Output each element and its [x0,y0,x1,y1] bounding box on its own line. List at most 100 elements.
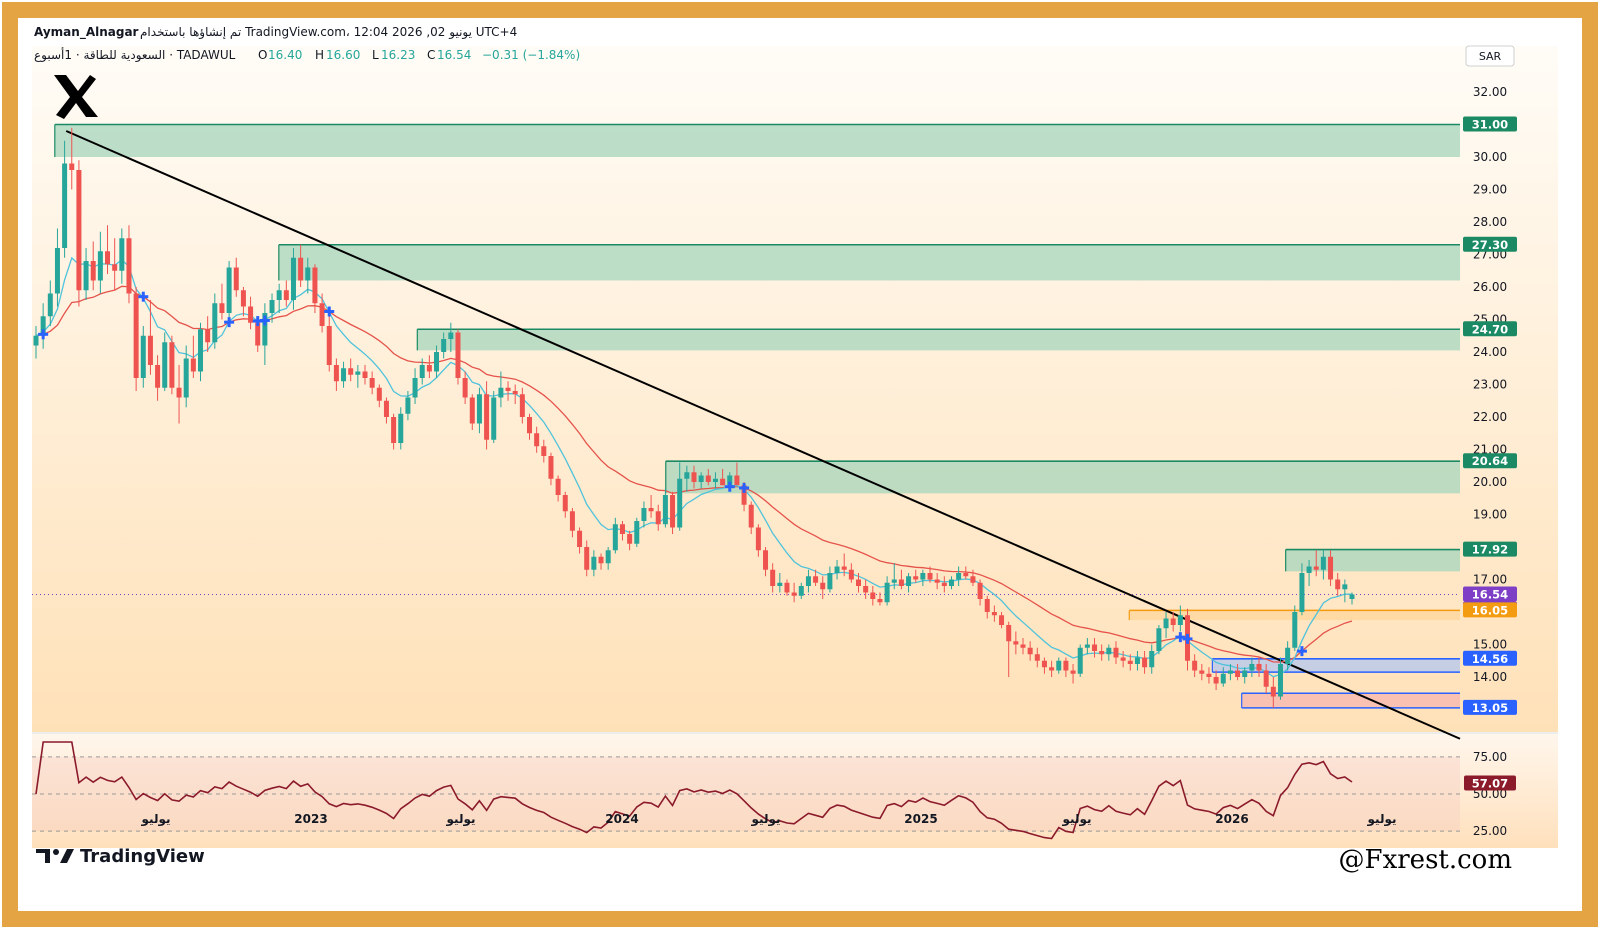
candle [870,586,876,606]
candle-body [1127,660,1133,664]
time-tick-label: يوليو [141,812,171,827]
candle-body [1192,660,1198,671]
candle-body [1220,673,1226,684]
candle [276,283,282,313]
candle [569,508,575,538]
candle [419,358,425,385]
candle [1077,644,1083,677]
candle [1227,664,1233,681]
candle [491,391,497,443]
currency-button[interactable]: SAR [1465,45,1515,67]
candle [312,264,318,313]
zone-resistance-1[interactable] [278,244,1461,281]
candle [1020,638,1026,655]
zone-resistance-2[interactable] [417,329,1460,351]
candle [841,553,847,577]
zone-support-7[interactable] [1241,693,1460,708]
price-tick-label: 15.00 [1473,638,1507,652]
candle-body [605,550,611,564]
candle [906,573,912,593]
candle [1149,644,1155,674]
candle-body [376,387,382,401]
candle [1070,664,1076,684]
candle-body [348,368,354,375]
candle-body [591,556,597,570]
price-axis[interactable]: 14.00 15.00 17.00 19.00 20.00 21.00 22.00 23.00… [1473,85,1507,684]
candle [898,569,904,590]
candle-body [419,365,425,378]
zone-resistance-3[interactable] [665,461,1460,494]
candle-body [262,313,268,346]
candle-body [369,378,375,388]
candle-body [698,475,704,482]
candle [605,547,611,570]
candle-body [734,475,740,486]
zone-resistance-4[interactable] [1285,549,1460,572]
candle-body [140,335,146,378]
candle [133,287,139,391]
candle [562,491,568,518]
candle-body [519,394,525,417]
candle-body [62,163,68,248]
zones-layer [32,123,1461,709]
candle-body [398,413,404,443]
candle [555,475,561,502]
candle [548,452,554,486]
zone-resistance-0[interactable] [54,124,1461,158]
candle [1220,667,1226,687]
candle [1106,644,1112,661]
time-axis[interactable]: يوليو 2023 يوليو 2024 يوليو 2025 يوليو 2026 يولي… [141,812,1397,827]
candle [698,472,704,489]
candle [90,241,96,291]
cross-marker-icon [739,482,750,493]
cross-marker-icon [1296,646,1307,657]
candle-body [455,332,461,378]
candle-body [727,475,733,486]
candle-body [226,267,232,313]
candle [541,439,547,463]
rsi-pane [32,734,1558,848]
candle [1156,625,1162,655]
candle [126,225,132,304]
candle [1320,550,1326,580]
candle-body [755,527,761,551]
candle [1134,651,1140,671]
candle-body [1134,657,1140,664]
candle-body [505,387,511,391]
candle [62,140,68,258]
candle-body [555,478,561,495]
candle-body [763,550,769,570]
candle-body [1034,654,1040,661]
candle [76,160,82,307]
candle [970,569,976,586]
candle-body [133,293,139,378]
price-badge [1463,650,1517,666]
candle-body [1056,660,1062,671]
candle-body [891,579,897,583]
candle-body [54,248,60,294]
candle [720,469,726,486]
ohlc-h-label: H [315,48,324,62]
candle-body [841,566,847,570]
candle [1177,605,1183,632]
candle [283,280,289,307]
candle [248,296,254,330]
candle [662,488,668,528]
candle [641,501,647,528]
candle-body [820,582,826,590]
cross-marker-icon [138,291,149,302]
price-badge-label: 20.64 [1472,454,1508,468]
rsi-value-badge [1464,775,1516,791]
candle [226,261,232,320]
trendline[interactable] [65,130,1461,740]
candle [54,228,60,307]
candle-body [1277,664,1283,697]
candle-body [355,371,361,375]
time-tick-label: 2025 [904,812,937,826]
candle [784,579,790,596]
currency-label: SAR [1479,50,1502,63]
candle-body [984,599,990,612]
symbol-label[interactable]: السعودية للطاقة · 1أسبوع · TADAWUL [34,47,236,63]
candle-body [1099,651,1105,655]
